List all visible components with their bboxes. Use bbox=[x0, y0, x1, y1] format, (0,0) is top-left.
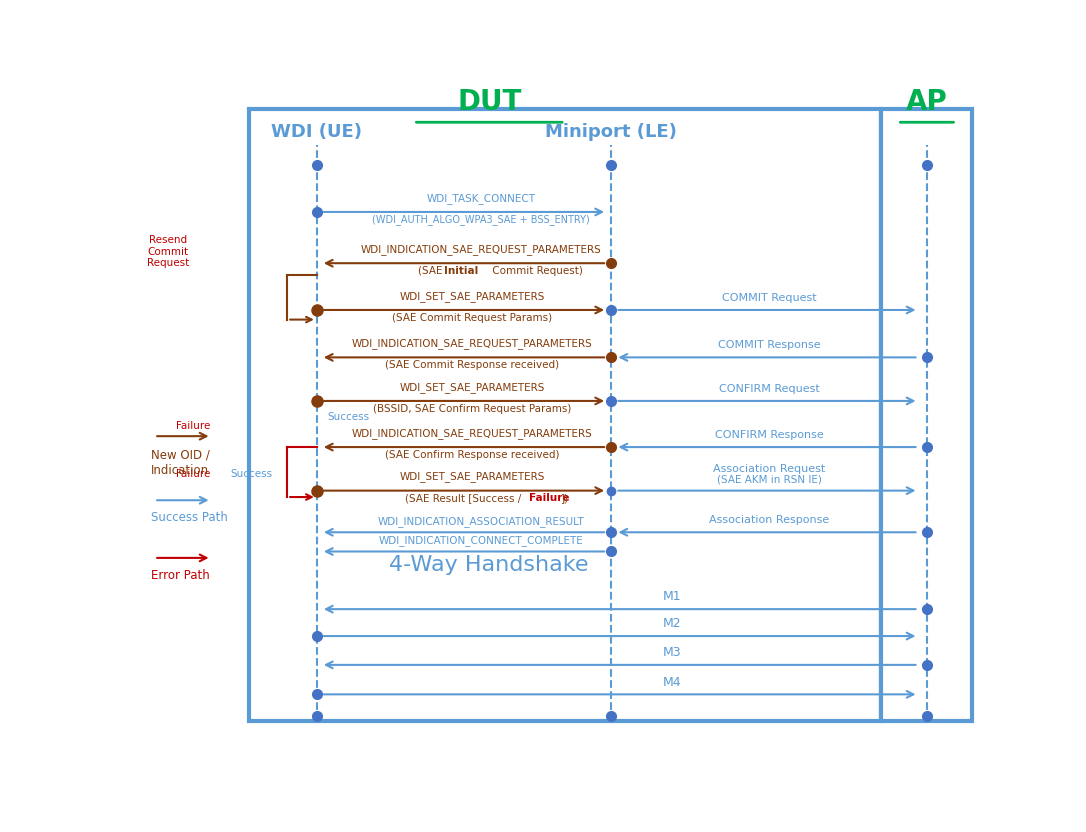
Text: WDI_INDICATION_SAE_REQUEST_PARAMETERS: WDI_INDICATION_SAE_REQUEST_PARAMETERS bbox=[352, 428, 593, 438]
Text: M1: M1 bbox=[662, 591, 682, 603]
Text: Failure: Failure bbox=[529, 493, 569, 503]
Text: COMMIT Response: COMMIT Response bbox=[718, 340, 820, 350]
Text: Success Path: Success Path bbox=[151, 511, 228, 524]
Text: New OID /
Indication: New OID / Indication bbox=[151, 449, 210, 477]
Text: (SAE Result [Success /: (SAE Result [Success / bbox=[405, 493, 525, 503]
Text: (SAE Commit Request Params): (SAE Commit Request Params) bbox=[392, 313, 553, 323]
FancyBboxPatch shape bbox=[881, 110, 972, 721]
Text: WDI (UE): WDI (UE) bbox=[272, 123, 363, 141]
Text: CONFIRM Response: CONFIRM Response bbox=[715, 430, 823, 440]
Text: WDI_SET_SAE_PARAMETERS: WDI_SET_SAE_PARAMETERS bbox=[400, 472, 545, 483]
Text: CONFIRM Request: CONFIRM Request bbox=[719, 384, 820, 394]
Text: Association Response: Association Response bbox=[709, 515, 830, 525]
Text: (WDI_AUTH_ALGO_WPA3_SAE + BSS_ENTRY): (WDI_AUTH_ALGO_WPA3_SAE + BSS_ENTRY) bbox=[371, 215, 590, 225]
Text: Resend
Commit
Request: Resend Commit Request bbox=[147, 235, 189, 269]
Text: Miniport (LE): Miniport (LE) bbox=[545, 123, 678, 141]
Text: 4-Way Handshake: 4-Way Handshake bbox=[390, 555, 589, 575]
Text: WDI_INDICATION_ASSOCIATION_RESULT: WDI_INDICATION_ASSOCIATION_RESULT bbox=[378, 516, 584, 527]
Text: Success: Success bbox=[231, 469, 273, 479]
Text: (BSSID, SAE Confirm Request Params): (BSSID, SAE Confirm Request Params) bbox=[374, 404, 571, 414]
Text: (SAE Commit Response received): (SAE Commit Response received) bbox=[386, 360, 559, 370]
Text: WDI_INDICATION_SAE_REQUEST_PARAMETERS: WDI_INDICATION_SAE_REQUEST_PARAMETERS bbox=[361, 244, 602, 255]
Text: WDI_INDICATION_CONNECT_COMPLETE: WDI_INDICATION_CONNECT_COMPLETE bbox=[378, 535, 583, 546]
Text: WDI_INDICATION_SAE_REQUEST_PARAMETERS: WDI_INDICATION_SAE_REQUEST_PARAMETERS bbox=[352, 338, 593, 349]
Text: Success: Success bbox=[328, 413, 369, 423]
Text: WDI_SET_SAE_PARAMETERS: WDI_SET_SAE_PARAMETERS bbox=[400, 290, 545, 302]
Text: M2: M2 bbox=[662, 617, 682, 631]
Text: M3: M3 bbox=[662, 646, 682, 659]
Text: COMMIT Request: COMMIT Request bbox=[722, 293, 817, 303]
Text: M4: M4 bbox=[662, 676, 682, 689]
Text: Failure: Failure bbox=[176, 421, 211, 431]
Text: ]): ]) bbox=[560, 493, 569, 503]
Text: Association Request: Association Request bbox=[714, 464, 825, 474]
Text: Error Path: Error Path bbox=[151, 569, 210, 582]
Text: (SAE AKM in RSN IE): (SAE AKM in RSN IE) bbox=[717, 474, 821, 484]
Text: (SAE: (SAE bbox=[418, 265, 445, 275]
Text: DUT: DUT bbox=[457, 88, 521, 116]
FancyBboxPatch shape bbox=[250, 110, 881, 721]
Text: (SAE Confirm Response received): (SAE Confirm Response received) bbox=[386, 449, 559, 459]
Text: WDI_TASK_CONNECT: WDI_TASK_CONNECT bbox=[427, 193, 535, 204]
Text: AP: AP bbox=[906, 88, 948, 116]
Text: WDI_SET_SAE_PARAMETERS: WDI_SET_SAE_PARAMETERS bbox=[400, 382, 545, 393]
Text: Commit Request): Commit Request) bbox=[489, 265, 583, 275]
Text: Initial: Initial bbox=[444, 265, 478, 275]
Text: Failure: Failure bbox=[176, 469, 211, 479]
